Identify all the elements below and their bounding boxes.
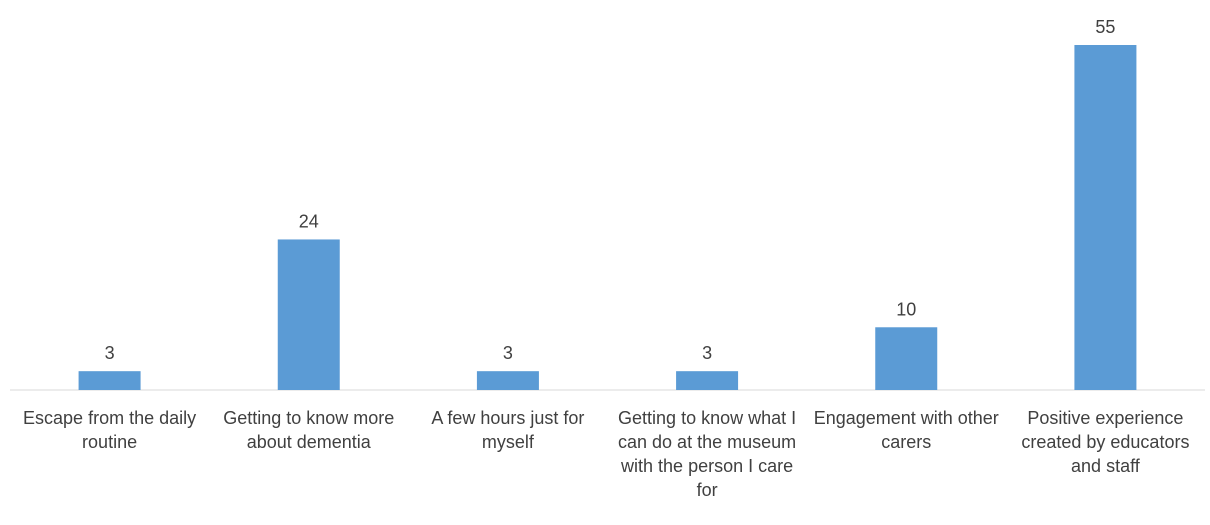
data-label-1: 3 bbox=[105, 343, 115, 363]
bar-4 bbox=[676, 371, 739, 390]
category-label-6: Positive experience created by educators… bbox=[1021, 408, 1190, 476]
data-label-3: 3 bbox=[503, 343, 513, 363]
category-label-4: Getting to know what I can do at the mus… bbox=[618, 408, 797, 500]
category-label-5: Engagement with other carers bbox=[813, 408, 999, 452]
category-label-2: Getting to know more about dementia bbox=[223, 408, 395, 452]
data-label-2: 24 bbox=[299, 211, 319, 231]
data-label-6: 55 bbox=[1095, 17, 1115, 37]
bar-6 bbox=[1074, 45, 1137, 390]
data-label-4: 3 bbox=[702, 343, 712, 363]
bar-5 bbox=[875, 327, 938, 390]
bar-1 bbox=[78, 371, 141, 390]
bar-3 bbox=[476, 371, 539, 390]
category-label-3: A few hours just for myself bbox=[431, 408, 585, 452]
data-label-5: 10 bbox=[896, 299, 916, 319]
category-label-1: Escape from the daily routine bbox=[23, 408, 197, 452]
bar-2 bbox=[277, 239, 340, 390]
